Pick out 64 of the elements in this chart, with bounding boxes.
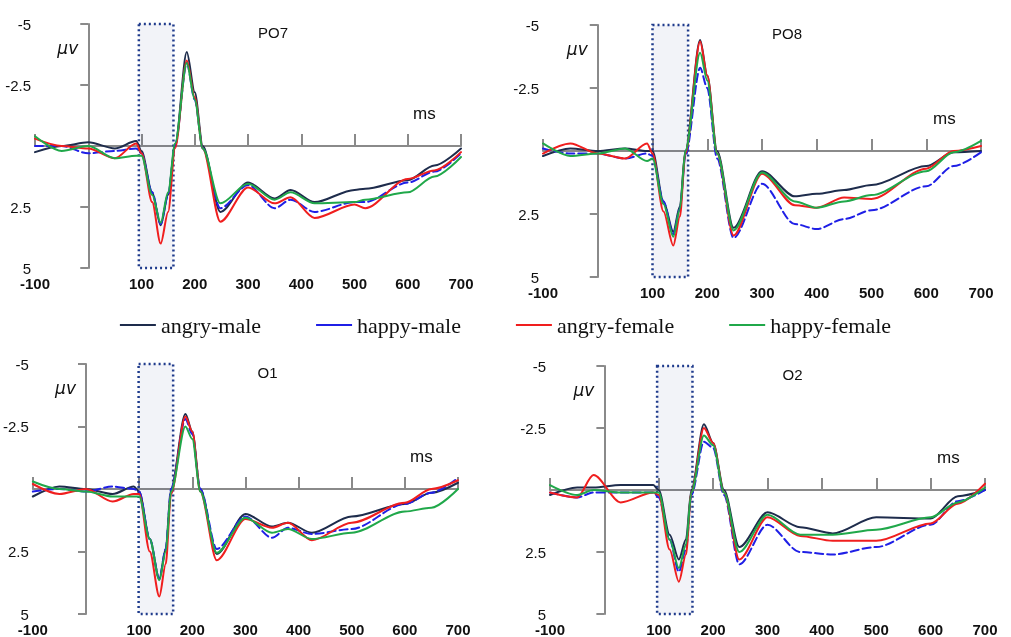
x-tick-label: 100	[126, 621, 152, 637]
y-axis-title: μv	[565, 38, 589, 59]
y-axis-title: μv	[572, 379, 596, 400]
x-tick-label: 500	[341, 275, 368, 292]
x-tick-label: 700	[448, 275, 474, 292]
x-tick-label: 400	[809, 621, 835, 637]
x-axis-title: ms	[410, 447, 433, 466]
y-tick-label: -5	[17, 15, 31, 33]
y-tick-label: 2.5	[10, 198, 31, 216]
y-axis-title: μv	[56, 37, 80, 58]
legend-label: angry-female	[556, 312, 675, 338]
x-tick-label: 100	[128, 275, 155, 292]
y-tick-label: -2.5	[5, 76, 31, 94]
y-tick-label: -5	[532, 357, 546, 375]
x-axis-title: ms	[933, 109, 956, 128]
x-tick-label: 100	[646, 621, 672, 637]
legend-label: happy-female	[770, 312, 892, 338]
x-tick-label: 600	[395, 275, 421, 292]
legend-label: happy-male	[357, 312, 461, 338]
legend-label: angry-male	[160, 312, 262, 338]
x-tick-label: 200	[179, 621, 205, 637]
y-tick-label: -5	[525, 16, 539, 34]
x-tick-label: 600	[918, 621, 944, 637]
y-tick-label: 2.5	[525, 543, 546, 561]
x-axis-title: ms	[937, 448, 960, 467]
chart-title: PO7	[257, 24, 289, 41]
y-axis-title: μv	[54, 377, 77, 398]
chart-title: PO8	[771, 25, 803, 42]
x-tick-label: 300	[754, 621, 781, 637]
x-tick-label: 600	[392, 621, 418, 637]
y-tick-label: 5	[530, 268, 539, 286]
y-tick-label: -2.5	[2, 418, 29, 435]
x-tick-label: -100	[534, 621, 566, 637]
x-tick-label: 400	[288, 275, 314, 292]
chart-title: O2	[782, 366, 803, 383]
x-tick-label: 200	[700, 621, 726, 637]
x-tick-label: 600	[913, 284, 939, 301]
x-tick-label: 500	[339, 621, 365, 637]
x-tick-label: 700	[968, 284, 994, 301]
y-tick-label: -2.5	[513, 79, 539, 97]
y-tick-label: 2.5	[7, 543, 29, 560]
y-tick-label: 5	[22, 259, 31, 277]
x-tick-label: 500	[858, 284, 885, 301]
x-tick-label: 300	[749, 284, 775, 301]
x-tick-label: 300	[235, 275, 261, 292]
x-tick-label: 400	[286, 621, 312, 637]
x-tick-label: 500	[863, 621, 889, 637]
x-axis-title: ms	[413, 104, 436, 123]
x-tick-label: -100	[527, 284, 559, 301]
x-tick-label: 300	[232, 621, 258, 637]
x-tick-label: -100	[17, 621, 48, 637]
y-tick-label: 5	[20, 605, 29, 623]
y-tick-label: -5	[15, 355, 29, 373]
x-tick-label: 200	[694, 284, 720, 301]
x-tick-label: 700	[445, 621, 471, 637]
y-tick-label: -2.5	[520, 419, 546, 437]
x-tick-label: 700	[972, 621, 998, 637]
y-tick-label: 2.5	[518, 205, 539, 223]
x-tick-label: 400	[804, 284, 830, 301]
x-tick-label: 100	[639, 284, 666, 301]
x-tick-label: 200	[182, 275, 208, 292]
y-tick-label: 5	[537, 605, 546, 623]
chart-title: O1	[257, 364, 278, 381]
x-tick-label: -100	[19, 275, 51, 292]
